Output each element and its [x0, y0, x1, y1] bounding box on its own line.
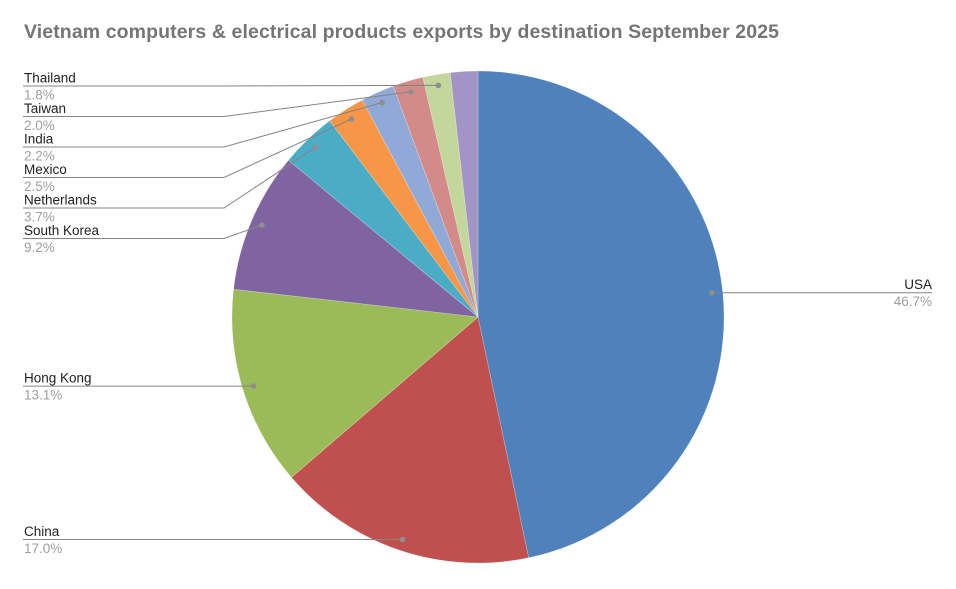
pie-slice-india[interactable]: [361, 85, 479, 318]
pie-slice-hong-kong[interactable]: [231, 288, 479, 478]
chart-title: Vietnam computers & electrical products …: [24, 21, 780, 43]
leader-dot-china: [399, 536, 406, 543]
pie-slice-taiwan[interactable]: [392, 76, 479, 318]
leader-line-south-korea: [23, 224, 262, 239]
slice-label-mexico: Mexico: [24, 162, 67, 177]
slice-percent-thailand: 1.8%: [24, 88, 55, 103]
leader-line-india: [23, 102, 383, 148]
pie-slice-usa[interactable]: [477, 70, 725, 559]
pie-slice-mexico[interactable]: [329, 99, 479, 318]
leader-line-thailand: [23, 84, 439, 87]
pie-slice-other[interactable]: [449, 70, 479, 318]
slice-percent-mexico: 2.5%: [24, 179, 55, 194]
slice-label-taiwan: Taiwan: [24, 101, 66, 116]
slice-percent-netherlands: 3.7%: [24, 210, 55, 225]
pie-slice-thailand[interactable]: [422, 72, 479, 318]
pie-slice-south-korea[interactable]: [233, 159, 479, 318]
leader-dot-mexico: [348, 116, 355, 122]
slice-labels-group: USA 46.7% China 17.0% Hong Kong 13.1% South Ko…: [24, 71, 932, 557]
leader-dot-hong-kong: [250, 383, 257, 389]
slice-label-netherlands: Netherlands: [24, 193, 97, 208]
slice-label-hong-kong: Hong Kong: [24, 371, 92, 386]
leader-dot-india: [379, 99, 385, 106]
slice-label-india: India: [24, 132, 54, 147]
slice-percent-hong-kong: 13.1%: [24, 388, 62, 403]
leader-line-mexico: [23, 118, 352, 178]
leader-dot-netherlands: [312, 144, 319, 151]
leader-dot-taiwan: [408, 89, 414, 95]
pie-slice-china[interactable]: [291, 316, 529, 564]
slice-percent-usa: 46.7%: [894, 294, 932, 309]
slice-label-south-korea: South Korea: [24, 223, 100, 238]
leader-lines-group: [23, 82, 932, 543]
slice-label-thailand: Thailand: [24, 71, 76, 86]
slice-label-china: China: [24, 524, 60, 539]
pie-slices-group: [231, 70, 725, 564]
slice-percent-south-korea: 9.2%: [24, 240, 55, 255]
leader-dot-thailand: [435, 82, 442, 89]
leader-dot-usa: [708, 289, 715, 296]
leader-line-netherlands: [23, 146, 316, 209]
slice-label-usa: USA: [904, 277, 932, 292]
slice-percent-china: 17.0%: [24, 541, 62, 556]
leader-dot-south-korea: [259, 222, 265, 228]
leader-line-taiwan: [23, 91, 412, 117]
slice-percent-taiwan: 2.0%: [24, 118, 55, 133]
slice-percent-india: 2.2%: [24, 149, 55, 164]
